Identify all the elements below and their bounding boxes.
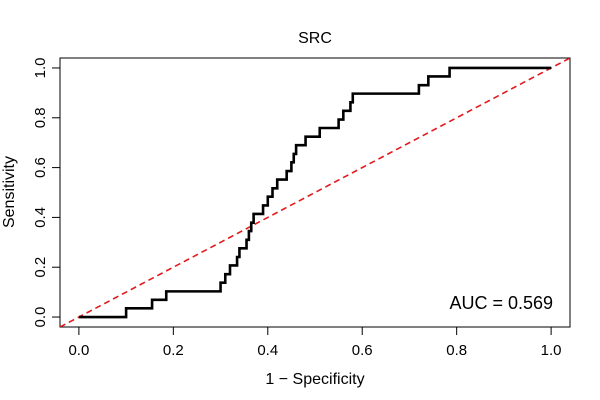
y-tick-label: 0.8: [32, 107, 49, 128]
y-tick-label: 0.0: [32, 307, 49, 328]
chart-title: SRC: [298, 30, 332, 47]
x-tick-label: 0.6: [352, 342, 373, 359]
plot-layer: 0.0 0.2 0.4 0.6 0.8 1.0 0.0 0.2 0.4 0.6 0.8 1.0: [32, 57, 571, 359]
x-tick-label: 0.4: [257, 342, 278, 359]
plot-frame: [59, 57, 571, 328]
x-tick-label: 0.2: [163, 342, 184, 359]
x-tick-label: 1.0: [541, 342, 562, 359]
y-tick-label: 0.6: [32, 157, 49, 178]
x-tick-label: 0.8: [446, 342, 467, 359]
x-axis-label: 1 − Specificity: [265, 371, 364, 388]
y-tick-label: 0.2: [32, 257, 49, 278]
reference-diagonal-line: [60, 58, 570, 327]
y-tick-label: 1.0: [32, 58, 49, 79]
auc-annotation: AUC = 0.569: [449, 293, 553, 313]
y-tick-label: 0.4: [32, 207, 49, 228]
y-axis-label: Sensitivity: [1, 156, 18, 228]
x-tick-label: 0.0: [68, 342, 89, 359]
roc-curve-line: [78, 66, 552, 319]
